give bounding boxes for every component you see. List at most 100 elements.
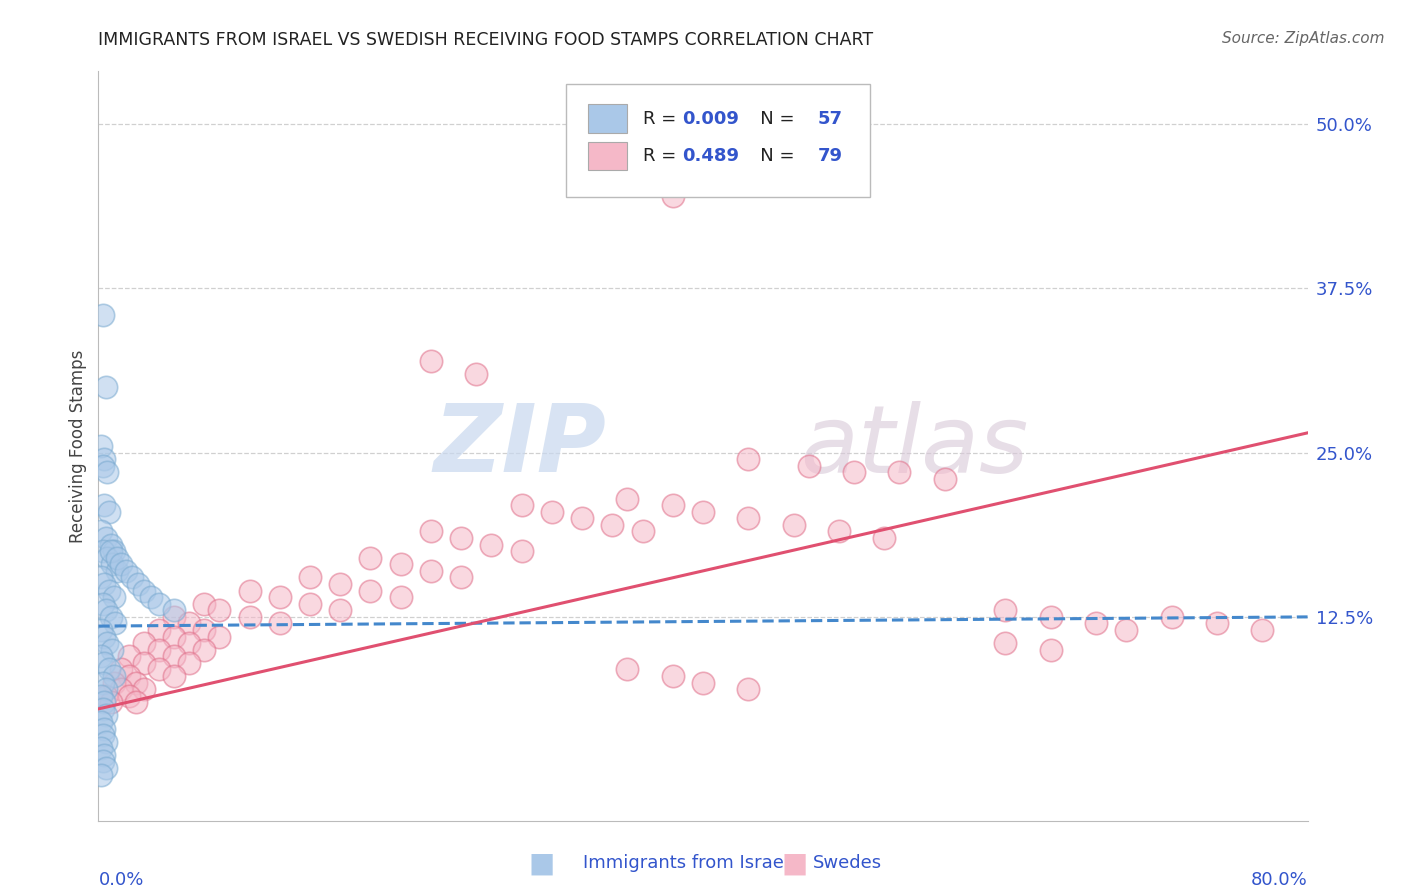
Point: [193, 597, 215, 611]
Point: [103, 544, 125, 558]
Point: [91, 308, 114, 322]
Point: [450, 570, 472, 584]
Point: [783, 517, 806, 532]
Point: [132, 682, 155, 697]
Point: [93, 452, 115, 467]
Point: [208, 603, 231, 617]
Point: [269, 616, 291, 631]
Point: [93, 747, 115, 762]
Point: [91, 728, 114, 742]
Point: [571, 511, 593, 525]
Point: [91, 458, 114, 473]
Point: [94, 603, 117, 617]
Point: [93, 722, 115, 736]
Point: [127, 577, 149, 591]
Point: [90, 741, 112, 756]
Point: [797, 458, 820, 473]
Text: N =: N =: [742, 147, 800, 165]
Point: [616, 491, 638, 506]
Point: [90, 714, 112, 729]
Point: [1206, 616, 1229, 631]
Point: [132, 656, 155, 670]
Point: [269, 590, 291, 604]
Point: [93, 498, 115, 512]
Point: [96, 550, 118, 565]
Text: ■: ■: [529, 849, 554, 878]
Point: [103, 590, 125, 604]
Point: [193, 642, 215, 657]
Point: [148, 597, 170, 611]
Point: [121, 570, 143, 584]
Point: [163, 649, 186, 664]
Point: [828, 524, 851, 539]
Point: [125, 675, 148, 690]
Point: [98, 663, 121, 677]
Point: [91, 675, 114, 690]
Point: [179, 616, 201, 631]
Point: [420, 353, 443, 368]
Point: [360, 583, 382, 598]
Text: Immigrants from Israel: Immigrants from Israel: [583, 855, 790, 872]
Point: [692, 505, 714, 519]
Point: [783, 111, 806, 125]
Point: [994, 636, 1017, 650]
Point: [98, 505, 121, 519]
FancyBboxPatch shape: [588, 142, 627, 170]
Point: [94, 708, 117, 723]
Point: [94, 735, 117, 749]
Point: [104, 616, 127, 631]
Point: [661, 189, 683, 203]
Point: [692, 675, 714, 690]
Point: [844, 465, 866, 479]
Point: [329, 577, 352, 591]
Text: R =: R =: [643, 110, 682, 128]
Point: [481, 538, 503, 552]
Point: [100, 544, 122, 558]
Text: ■: ■: [782, 849, 807, 878]
Point: [103, 669, 125, 683]
Point: [114, 564, 136, 578]
Text: 0.0%: 0.0%: [98, 871, 143, 888]
Text: ZIP: ZIP: [433, 400, 606, 492]
Point: [465, 367, 488, 381]
Point: [420, 524, 443, 539]
Point: [118, 669, 141, 683]
Point: [163, 610, 186, 624]
Point: [132, 583, 155, 598]
Point: [100, 695, 122, 709]
Point: [299, 570, 322, 584]
Y-axis label: Receiving Food Stamps: Receiving Food Stamps: [69, 350, 87, 542]
Text: 57: 57: [818, 110, 842, 128]
Point: [179, 656, 201, 670]
Point: [873, 531, 896, 545]
Point: [100, 610, 122, 624]
Point: [450, 531, 472, 545]
Text: N =: N =: [742, 110, 800, 128]
Point: [100, 538, 122, 552]
Point: [90, 767, 112, 781]
Point: [105, 550, 128, 565]
Point: [239, 610, 262, 624]
Point: [93, 577, 115, 591]
Point: [1039, 610, 1062, 624]
Point: [101, 642, 124, 657]
Point: [94, 380, 117, 394]
FancyBboxPatch shape: [567, 84, 870, 197]
Point: [90, 570, 112, 584]
Point: [661, 498, 683, 512]
Point: [661, 669, 683, 683]
Point: [101, 558, 124, 572]
Point: [1085, 616, 1108, 631]
Point: [737, 452, 759, 467]
Point: [94, 531, 117, 545]
Point: [125, 695, 148, 709]
Point: [141, 590, 163, 604]
Point: [737, 682, 759, 697]
Point: [179, 636, 201, 650]
Point: [148, 623, 170, 637]
Point: [91, 702, 114, 716]
Point: [94, 689, 117, 703]
Point: [118, 689, 141, 703]
Text: 79: 79: [818, 147, 842, 165]
Point: [103, 675, 125, 690]
